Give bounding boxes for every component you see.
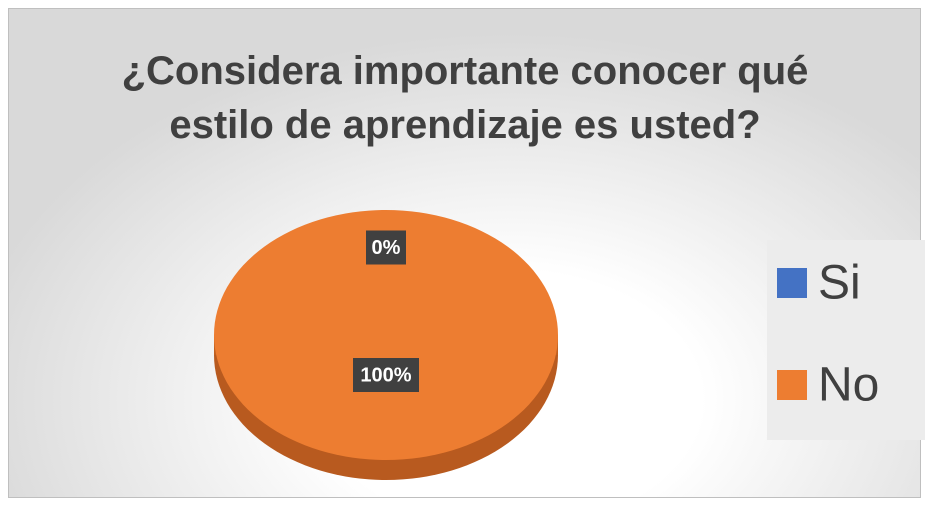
legend-swatch (777, 370, 807, 400)
data-label: 100% (360, 364, 411, 386)
legend-swatch (777, 268, 807, 298)
data-label-box (353, 358, 419, 392)
legend-label: Si (818, 257, 861, 310)
legend-label: No (818, 359, 879, 412)
chart-title: ¿Considera importante conocer qué estilo… (121, 49, 809, 147)
data-label: 0% (372, 237, 401, 259)
pie-slice (214, 210, 558, 460)
data-label-box (366, 230, 406, 265)
